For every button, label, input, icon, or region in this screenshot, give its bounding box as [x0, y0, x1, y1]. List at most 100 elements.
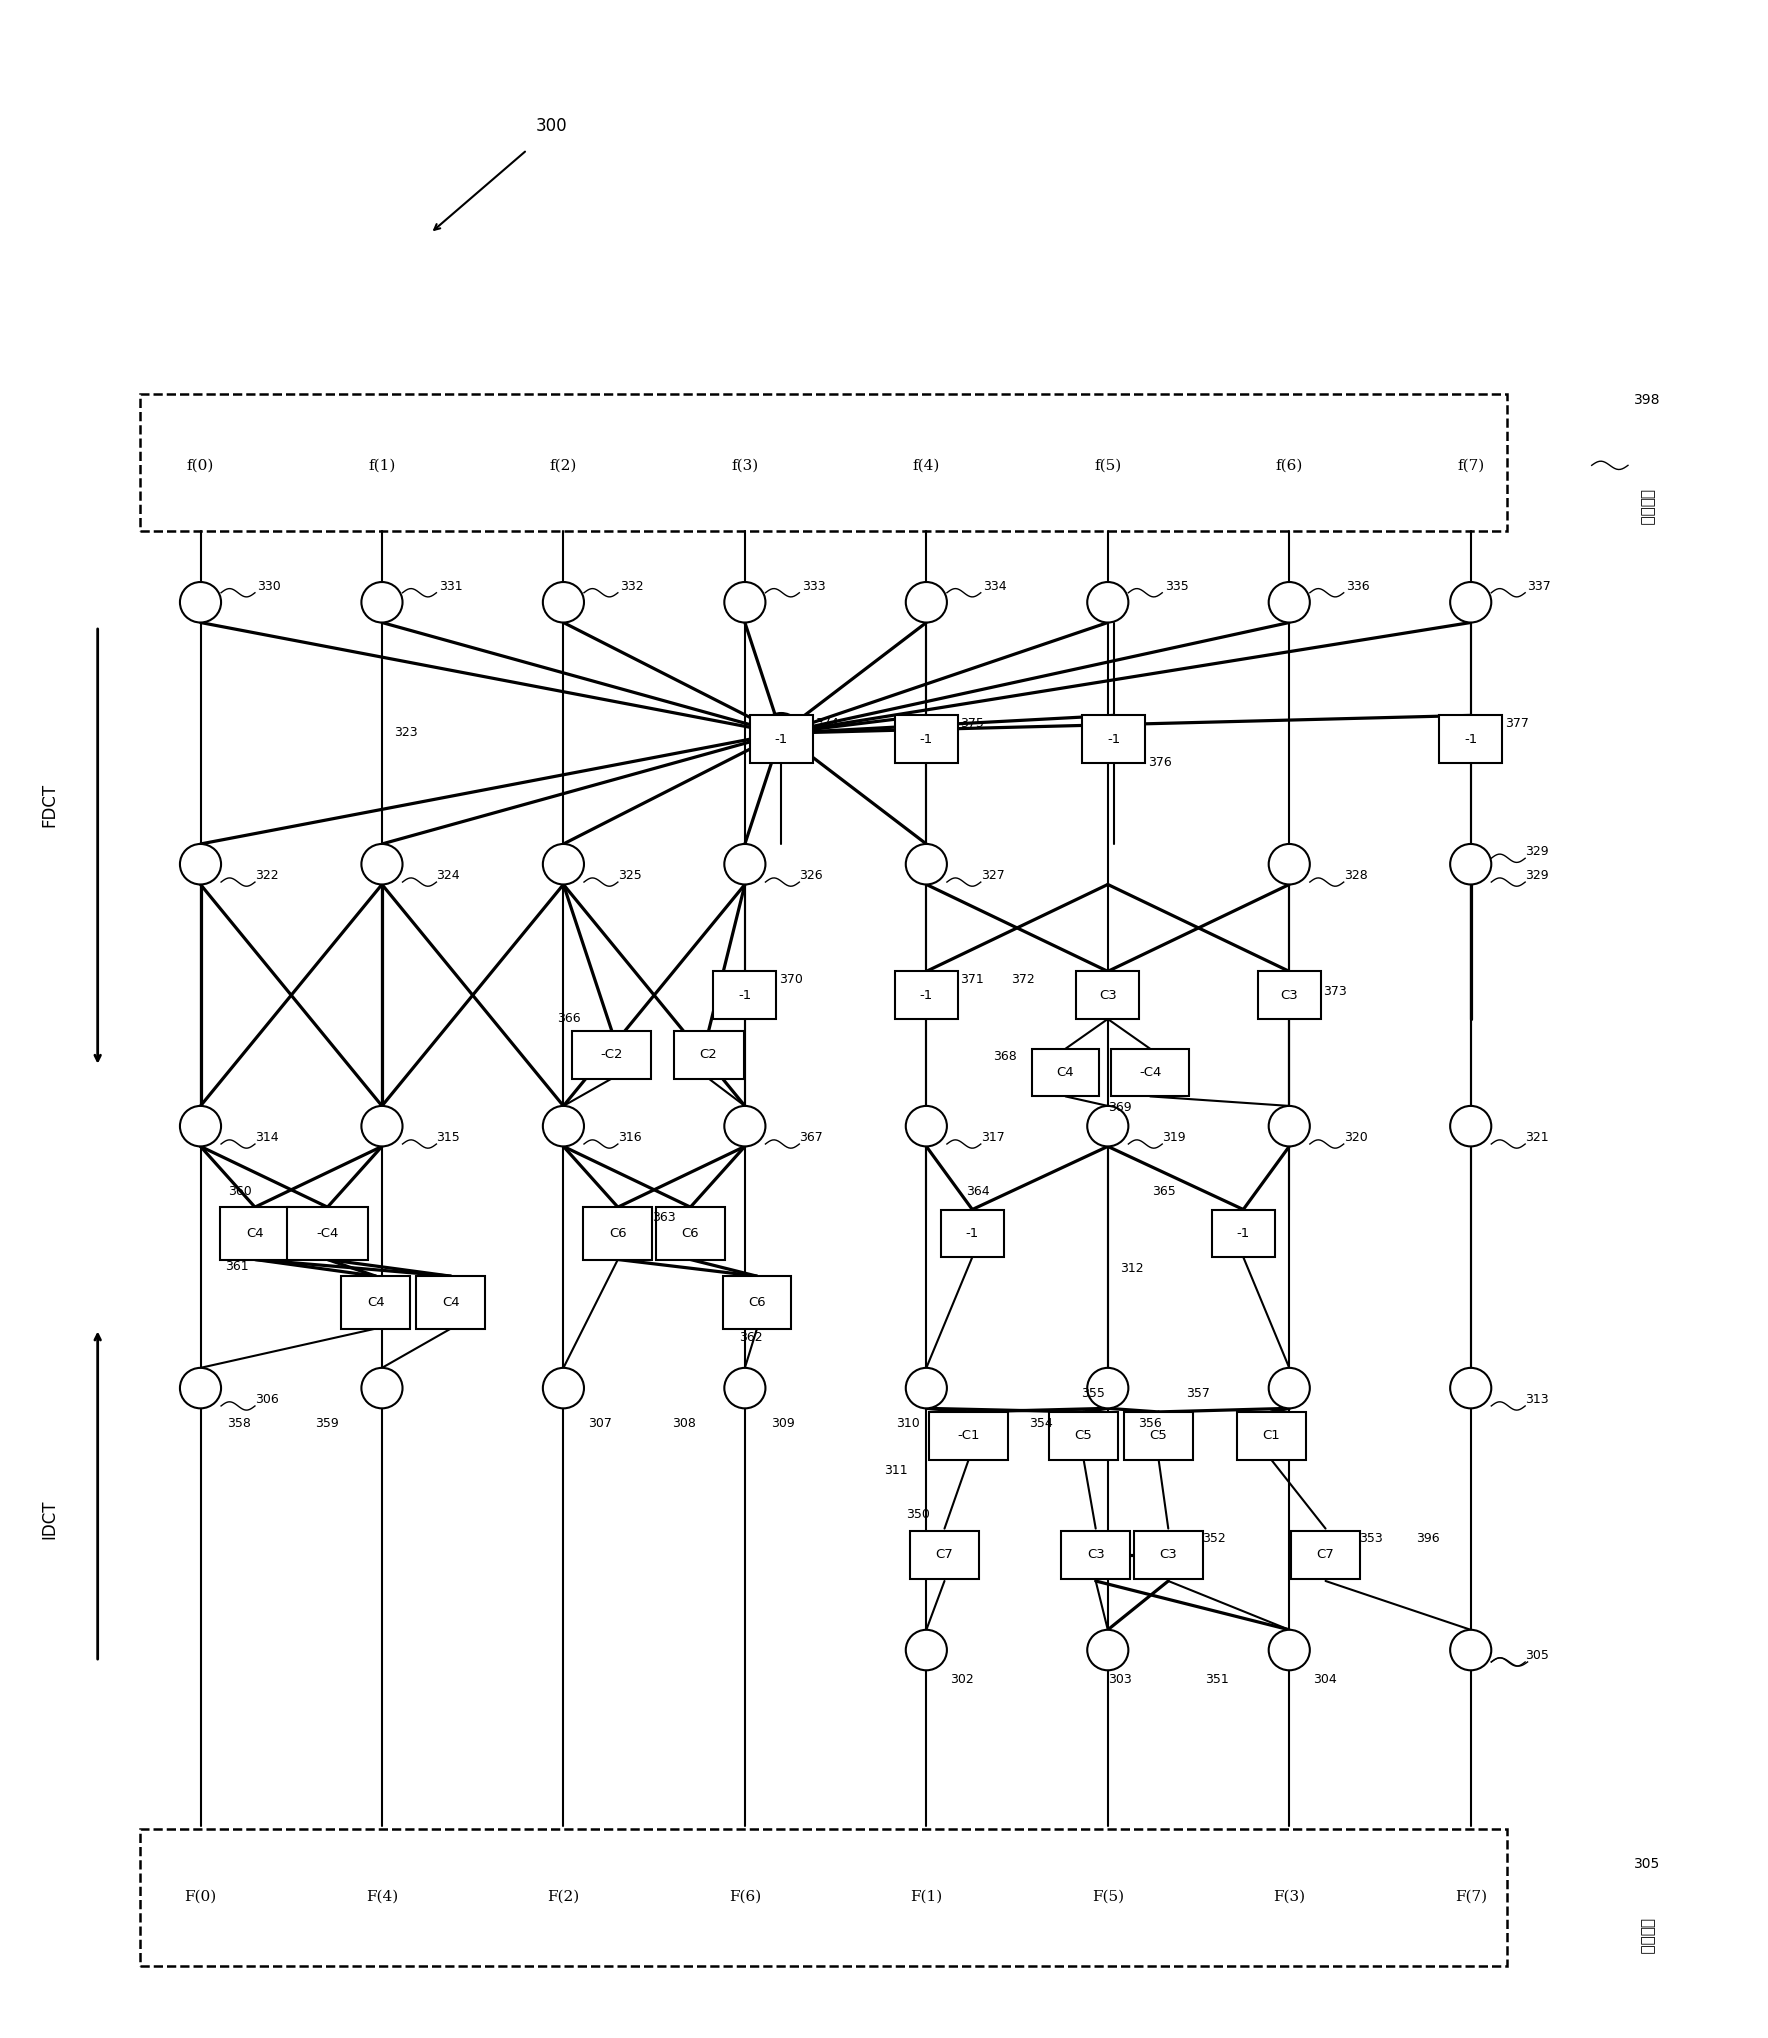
Text: 328: 328 — [1344, 868, 1367, 882]
Text: 303: 303 — [1109, 1673, 1132, 1685]
Text: 377: 377 — [1505, 717, 1529, 730]
Text: 310: 310 — [896, 1416, 919, 1431]
Text: 327: 327 — [981, 868, 1004, 882]
Text: C7: C7 — [935, 1549, 953, 1561]
Circle shape — [1450, 844, 1490, 884]
Text: 307: 307 — [587, 1416, 612, 1431]
Text: C6: C6 — [608, 1227, 626, 1239]
Text: C4: C4 — [368, 1296, 385, 1308]
Text: -1: -1 — [965, 1227, 979, 1239]
Text: -1: -1 — [1107, 734, 1121, 746]
Text: 368: 368 — [994, 1050, 1017, 1064]
Text: 308: 308 — [672, 1416, 697, 1431]
Text: 374: 374 — [815, 717, 838, 730]
Text: 367: 367 — [799, 1131, 824, 1143]
Circle shape — [1269, 583, 1310, 622]
Text: 312: 312 — [1119, 1262, 1144, 1276]
Text: 313: 313 — [1526, 1392, 1549, 1406]
Text: 302: 302 — [951, 1673, 974, 1685]
Text: 353: 353 — [1360, 1533, 1383, 1545]
FancyBboxPatch shape — [723, 1276, 792, 1329]
Text: C3: C3 — [1160, 1549, 1177, 1561]
Text: 324: 324 — [437, 868, 460, 882]
FancyBboxPatch shape — [1110, 1050, 1190, 1096]
FancyBboxPatch shape — [221, 1206, 290, 1259]
Text: 361: 361 — [225, 1259, 248, 1272]
Text: 329: 329 — [1526, 846, 1549, 858]
FancyBboxPatch shape — [1257, 972, 1321, 1019]
Circle shape — [1450, 1630, 1490, 1671]
Text: 373: 373 — [1322, 984, 1347, 997]
Circle shape — [180, 1367, 221, 1408]
Circle shape — [1087, 1630, 1128, 1671]
Text: F(3): F(3) — [1273, 1889, 1305, 1903]
Text: 305: 305 — [1526, 1649, 1549, 1661]
Text: 355: 355 — [1082, 1388, 1105, 1400]
Text: F(6): F(6) — [728, 1889, 760, 1903]
Circle shape — [905, 1630, 948, 1671]
Circle shape — [1269, 1630, 1310, 1671]
Circle shape — [543, 583, 583, 622]
Circle shape — [905, 844, 948, 884]
FancyBboxPatch shape — [895, 972, 958, 1019]
Circle shape — [1450, 1107, 1490, 1147]
Text: C3: C3 — [1087, 1549, 1105, 1561]
Circle shape — [180, 1107, 221, 1147]
Text: f(2): f(2) — [550, 459, 576, 473]
Circle shape — [180, 844, 221, 884]
Text: 337: 337 — [1528, 579, 1551, 593]
Text: C1: C1 — [1262, 1429, 1280, 1443]
Circle shape — [543, 844, 583, 884]
Text: 357: 357 — [1186, 1388, 1211, 1400]
FancyBboxPatch shape — [341, 1276, 410, 1329]
Text: f(7): f(7) — [1457, 459, 1485, 473]
Text: 335: 335 — [1165, 579, 1188, 593]
FancyBboxPatch shape — [140, 1828, 1506, 1965]
Text: 358: 358 — [226, 1416, 251, 1431]
Circle shape — [1087, 1107, 1128, 1147]
Circle shape — [1269, 1367, 1310, 1408]
Text: 352: 352 — [1202, 1533, 1225, 1545]
Circle shape — [905, 1367, 948, 1408]
Text: IDCT: IDCT — [41, 1500, 58, 1539]
Text: C3: C3 — [1100, 988, 1117, 1003]
Text: 311: 311 — [884, 1465, 907, 1478]
Text: 314: 314 — [255, 1131, 279, 1143]
FancyBboxPatch shape — [656, 1206, 725, 1259]
Text: -1: -1 — [1236, 1227, 1250, 1239]
Text: F(0): F(0) — [184, 1889, 217, 1903]
Circle shape — [1269, 1107, 1310, 1147]
FancyBboxPatch shape — [674, 1031, 744, 1078]
Text: 356: 356 — [1139, 1416, 1162, 1431]
FancyBboxPatch shape — [930, 1412, 1008, 1459]
Text: 372: 372 — [1011, 972, 1034, 986]
Text: C5: C5 — [1149, 1429, 1167, 1443]
FancyBboxPatch shape — [1033, 1050, 1098, 1096]
Circle shape — [361, 1367, 403, 1408]
FancyBboxPatch shape — [583, 1206, 652, 1259]
FancyBboxPatch shape — [911, 1531, 979, 1579]
FancyBboxPatch shape — [1236, 1412, 1305, 1459]
FancyBboxPatch shape — [1061, 1531, 1130, 1579]
Text: 363: 363 — [652, 1211, 675, 1223]
Circle shape — [760, 713, 801, 754]
Text: 320: 320 — [1344, 1131, 1367, 1143]
Text: C4: C4 — [442, 1296, 460, 1308]
FancyBboxPatch shape — [714, 972, 776, 1019]
Text: 330: 330 — [258, 579, 281, 593]
Text: 334: 334 — [983, 579, 1006, 593]
Circle shape — [361, 844, 403, 884]
Circle shape — [361, 583, 403, 622]
Text: -1: -1 — [774, 734, 789, 746]
Circle shape — [361, 1107, 403, 1147]
FancyBboxPatch shape — [140, 393, 1506, 530]
Text: 322: 322 — [255, 868, 279, 882]
Text: F(5): F(5) — [1091, 1889, 1124, 1903]
Circle shape — [905, 583, 948, 622]
Text: 350: 350 — [905, 1508, 930, 1522]
Text: 354: 354 — [1029, 1416, 1054, 1431]
Circle shape — [1087, 583, 1128, 622]
Text: 364: 364 — [967, 1184, 990, 1198]
Text: 321: 321 — [1526, 1131, 1549, 1143]
Circle shape — [1450, 1367, 1490, 1408]
